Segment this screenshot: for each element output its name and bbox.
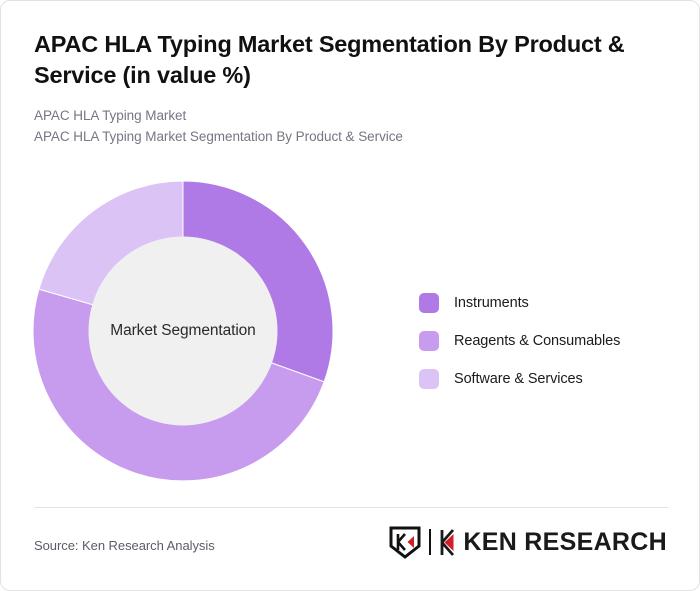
donut-chart: Market Segmentation [33, 181, 333, 481]
chart-area: Market Segmentation Instruments Reagents … [1, 171, 699, 501]
legend-label: Instruments [454, 295, 529, 311]
subtitle-group: APAC HLA Typing Market APAC HLA Typing M… [34, 105, 669, 147]
logo-separator [429, 529, 432, 555]
legend-swatch [419, 369, 439, 389]
legend-swatch [419, 331, 439, 351]
footer-divider [34, 507, 668, 508]
legend-swatch [419, 293, 439, 313]
page-title: APAC HLA Typing Market Segmentation By P… [34, 31, 625, 89]
logo-word-text: KEN RESEARCH [463, 527, 667, 556]
donut-svg [33, 181, 333, 481]
logo-wordmark: KEN RESEARCH [440, 527, 667, 556]
ken-research-logo: KEN RESEARCH [388, 524, 667, 560]
legend-item[interactable]: Software & Services [419, 360, 620, 398]
logo-k-arrow-icon [440, 528, 455, 556]
chart-header: APAC HLA Typing Market Segmentation By P… [34, 29, 669, 147]
subtitle-line-1: APAC HLA Typing Market [34, 108, 187, 124]
legend-label: Software & Services [454, 371, 583, 387]
chart-legend: Instruments Reagents & Consumables Softwar… [419, 284, 620, 398]
legend-item[interactable]: Reagents & Consumables [419, 322, 620, 360]
donut-center-hole [88, 236, 278, 426]
legend-item[interactable]: Instruments [419, 284, 620, 322]
ken-research-shield-icon [389, 526, 421, 559]
legend-label: Reagents & Consumables [454, 333, 621, 349]
subtitle-line-2: APAC HLA Typing Market Segmentation By P… [34, 129, 403, 145]
source-note: Source: Ken Research Analysis [34, 538, 215, 553]
